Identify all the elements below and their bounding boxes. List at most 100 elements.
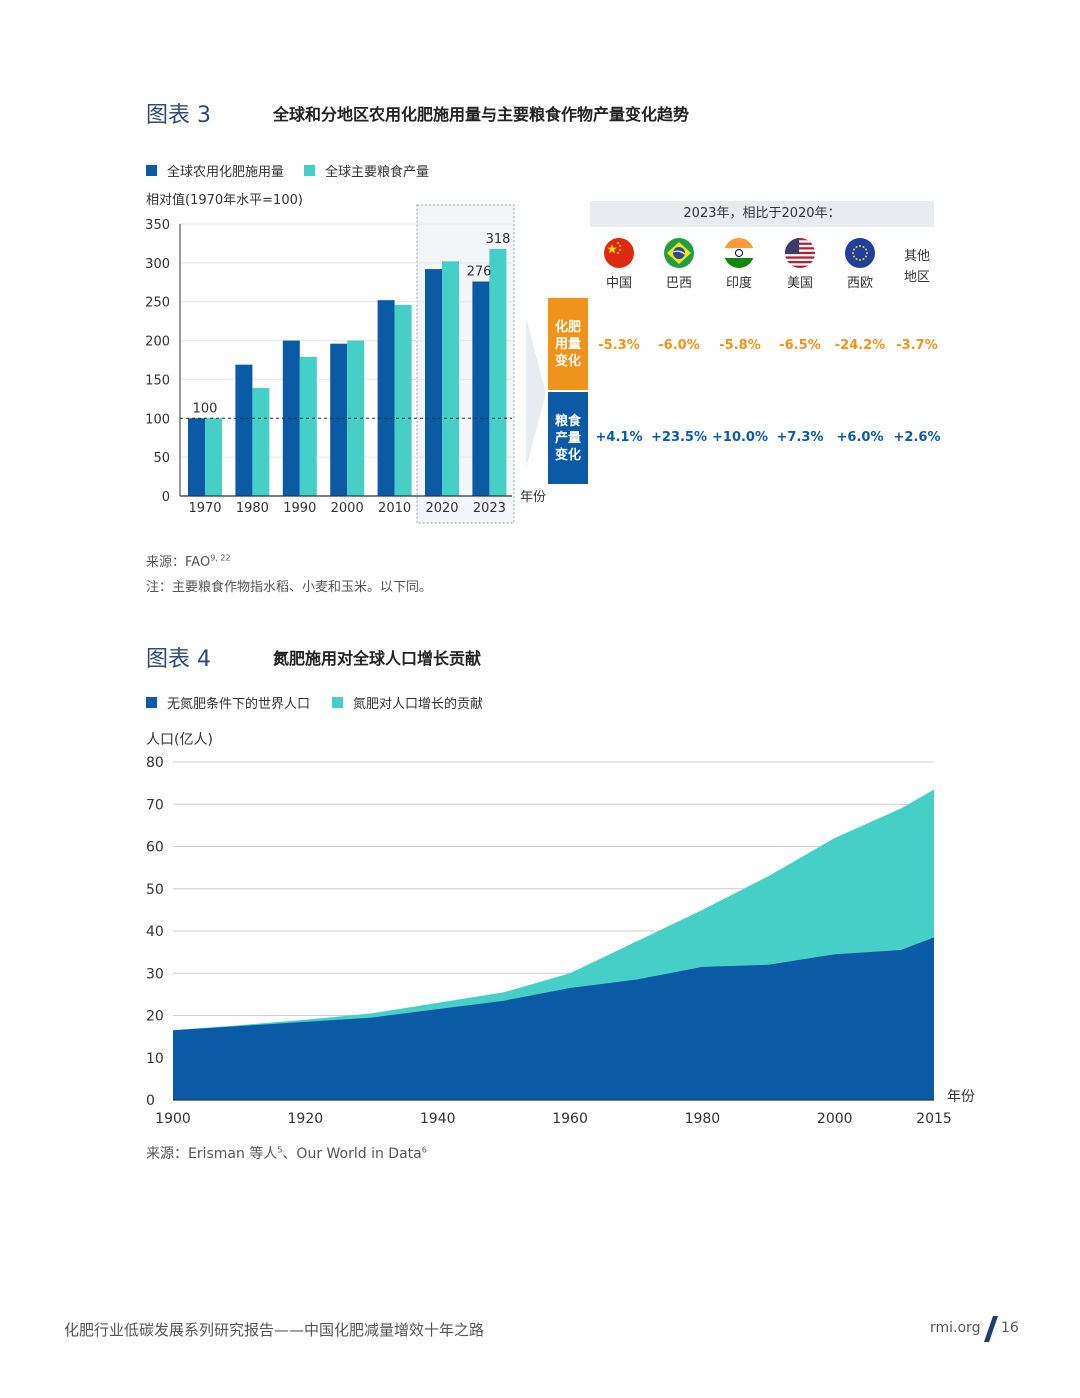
figure-4-source: 来源：Erisman 等人5、Our World in Data6 bbox=[146, 1143, 427, 1163]
area-ytick-label: 80 bbox=[146, 755, 164, 771]
bar-x-unit: 年份 bbox=[520, 490, 546, 505]
usa-flag-icon bbox=[785, 238, 815, 268]
figure-3-source-sup: 9, 22 bbox=[210, 553, 231, 563]
figure-3-number: 图表 3 bbox=[146, 103, 211, 128]
legend-swatch-nitrogen-contribution bbox=[332, 697, 343, 708]
arrow-icon bbox=[526, 318, 546, 468]
area-ytick-label: 10 bbox=[146, 1051, 164, 1067]
bar-xtick-label: 2010 bbox=[378, 501, 411, 516]
india-flag-icon bbox=[724, 238, 754, 268]
area-xtick-label: 2015 bbox=[916, 1111, 952, 1127]
legend-item-nitrogen-contribution: 氮肥对人口增长的贡献 bbox=[332, 693, 483, 712]
country-label: 巴西 bbox=[665, 276, 692, 291]
figure-3-source-text: 来源：FAO bbox=[146, 555, 211, 570]
figure-4-source-sup2: 6 bbox=[421, 1145, 427, 1155]
legend-label-no-nitrogen: 无氮肥条件下的世界人口 bbox=[167, 697, 311, 712]
grain-change-value: +23.5% bbox=[651, 430, 707, 445]
bar-ytick-label: 200 bbox=[145, 335, 170, 350]
figure-4-title: 氮肥施用对全球人口增长贡献 bbox=[273, 649, 482, 668]
grain-change-value: +10.0% bbox=[712, 430, 768, 445]
country-label: 美国 bbox=[786, 276, 813, 291]
figure-3-note: 注：主要粮食作物指水稻、小麦和玉米。以下同。 bbox=[146, 580, 433, 595]
area-xtick-label: 1920 bbox=[288, 1111, 324, 1127]
grain-change-value: +4.1% bbox=[595, 430, 643, 445]
bar-chart: 0 50 100 150 200 250 300 350 1970 1980 1990 2000 201… bbox=[145, 204, 546, 524]
grain-change-value: +7.3% bbox=[776, 430, 824, 445]
bar-grain bbox=[394, 304, 412, 496]
legend-swatch-fertilizer bbox=[146, 165, 157, 176]
figure-4-source-mid: 、Our World in Data bbox=[282, 1146, 422, 1162]
legend-item-fertilizer: 全球农用化肥施用量 bbox=[146, 161, 284, 180]
figure-3-source: 来源：FAO9, 22 bbox=[146, 551, 231, 570]
bar-fertilizer bbox=[472, 281, 490, 496]
bar-ytick-label: 350 bbox=[145, 218, 170, 233]
area-chart: 0 10 20 30 40 50 60 70 80 1900 1920 1940 1960 1980 200… bbox=[146, 755, 975, 1127]
bar-ytick-label: 0 bbox=[162, 490, 170, 505]
fert-change-value: -6.0% bbox=[658, 338, 700, 353]
area-xtick-label: 1940 bbox=[420, 1111, 456, 1127]
bar-grain bbox=[252, 387, 270, 496]
figure-4-source-text: 来源：Erisman 等人 bbox=[146, 1146, 278, 1162]
figure-4-source-sup1: 5 bbox=[277, 1145, 283, 1155]
area-ytick-label: 60 bbox=[146, 840, 164, 856]
bar-xtick-label: 2023 bbox=[473, 501, 506, 516]
bar-ytick-label: 250 bbox=[145, 296, 170, 311]
fertilizer-change-label: 化肥 用量 变化 bbox=[554, 319, 581, 369]
area-xtick-label: 1960 bbox=[552, 1111, 588, 1127]
grain-change-box: 粮食 产量 变化 bbox=[548, 392, 588, 484]
grain-change-value: +6.0% bbox=[836, 430, 884, 445]
area-ytick-label: 30 bbox=[146, 966, 164, 982]
bar-ytick-label: 50 bbox=[153, 451, 170, 466]
figure-3-title: 全球和分地区农用化肥施用量与主要粮食作物产量变化趋势 bbox=[273, 105, 690, 124]
area-ytick-label: 0 bbox=[146, 1093, 155, 1109]
bar-ytick-label: 300 bbox=[145, 257, 170, 272]
figure-4-number: 图表 4 bbox=[146, 647, 211, 672]
fert-change-value: -5.8% bbox=[719, 338, 761, 353]
footer-site: rmi.org bbox=[930, 1320, 981, 1336]
area-xtick-label: 2000 bbox=[817, 1111, 853, 1127]
grain-change-value: +2.6% bbox=[893, 430, 941, 445]
fert-change-value: -6.5% bbox=[779, 338, 821, 353]
bar-xtick-label: 2000 bbox=[331, 501, 364, 516]
footer-page-number: 16 bbox=[1001, 1320, 1019, 1336]
bar-grain bbox=[442, 261, 459, 496]
regional-panel-header-text: 2023年，相比于2020年： bbox=[683, 206, 841, 221]
country-label: 印度 bbox=[725, 276, 752, 291]
bar-fertilizer bbox=[188, 418, 205, 496]
bar-grain bbox=[489, 248, 507, 496]
fert-change-value: -5.3% bbox=[598, 338, 640, 353]
area-chart-ylabel: 人口(亿人) bbox=[146, 732, 213, 748]
fert-change-value: -3.7% bbox=[896, 338, 938, 353]
bar-xtick-label: 1970 bbox=[188, 501, 221, 516]
country-label: 中国 bbox=[605, 276, 632, 291]
legend-swatch-no-nitrogen bbox=[146, 697, 157, 708]
area-no-nitrogen bbox=[173, 937, 934, 1100]
bar-ytick-label: 100 bbox=[145, 412, 170, 427]
bar-fertilizer bbox=[330, 343, 348, 496]
country-label-other: 其他 地区 bbox=[903, 249, 930, 285]
china-flag-icon bbox=[604, 238, 634, 268]
bar-xtick-label: 2020 bbox=[425, 501, 458, 516]
bar-fertilizer bbox=[282, 340, 300, 496]
area-ytick-label: 40 bbox=[146, 924, 164, 940]
area-ytick-label: 50 bbox=[146, 882, 164, 898]
bar-grain bbox=[205, 418, 222, 496]
footer-report-title: 化肥行业低碳发展系列研究报告——中国化肥减量增效十年之路 bbox=[64, 1321, 485, 1339]
legend-item-no-nitrogen: 无氮肥条件下的世界人口 bbox=[146, 693, 310, 712]
bar-chart-ylabel: 相对值(1970年水平=100) bbox=[146, 193, 303, 208]
legend-label-grain: 全球主要粮食产量 bbox=[325, 165, 430, 180]
bar-xtick-label: 1980 bbox=[236, 501, 269, 516]
legend-item-grain: 全球主要粮食产量 bbox=[304, 161, 429, 180]
legend-swatch-grain bbox=[304, 165, 315, 176]
grain-change-label: 粮食 产量 变化 bbox=[554, 413, 581, 463]
bar-fertilizer bbox=[377, 300, 395, 496]
area-ytick-label: 70 bbox=[146, 797, 164, 813]
area-xtick-label: 1980 bbox=[685, 1111, 721, 1127]
bar-grain bbox=[299, 356, 317, 496]
fert-change-value: -24.2% bbox=[834, 338, 886, 353]
fertilizer-change-box: 化肥 用量 变化 bbox=[548, 298, 588, 390]
area-ytick-label: 20 bbox=[146, 1009, 164, 1025]
bar-data-label: 100 bbox=[193, 401, 218, 416]
bar-data-label: 318 bbox=[486, 232, 511, 247]
bar-ytick-label: 150 bbox=[145, 373, 170, 388]
